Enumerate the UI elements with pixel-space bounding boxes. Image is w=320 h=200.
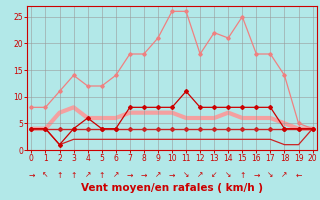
Text: ↑: ↑ [70, 170, 77, 180]
Text: ↑: ↑ [239, 170, 245, 180]
Text: →: → [141, 170, 147, 180]
Text: ↗: ↗ [197, 170, 203, 180]
Text: ↙: ↙ [211, 170, 217, 180]
Text: →: → [253, 170, 260, 180]
X-axis label: Vent moyen/en rafales ( km/h ): Vent moyen/en rafales ( km/h ) [81, 183, 263, 193]
Text: ↗: ↗ [113, 170, 119, 180]
Text: ↘: ↘ [267, 170, 274, 180]
Text: →: → [169, 170, 175, 180]
Text: ↖: ↖ [42, 170, 49, 180]
Text: ↗: ↗ [155, 170, 161, 180]
Text: ↑: ↑ [56, 170, 63, 180]
Text: ↗: ↗ [84, 170, 91, 180]
Text: ↑: ↑ [99, 170, 105, 180]
Text: →: → [127, 170, 133, 180]
Text: ←: ← [295, 170, 302, 180]
Text: →: → [28, 170, 35, 180]
Text: ↘: ↘ [183, 170, 189, 180]
Text: ↗: ↗ [281, 170, 288, 180]
Text: ↘: ↘ [225, 170, 231, 180]
